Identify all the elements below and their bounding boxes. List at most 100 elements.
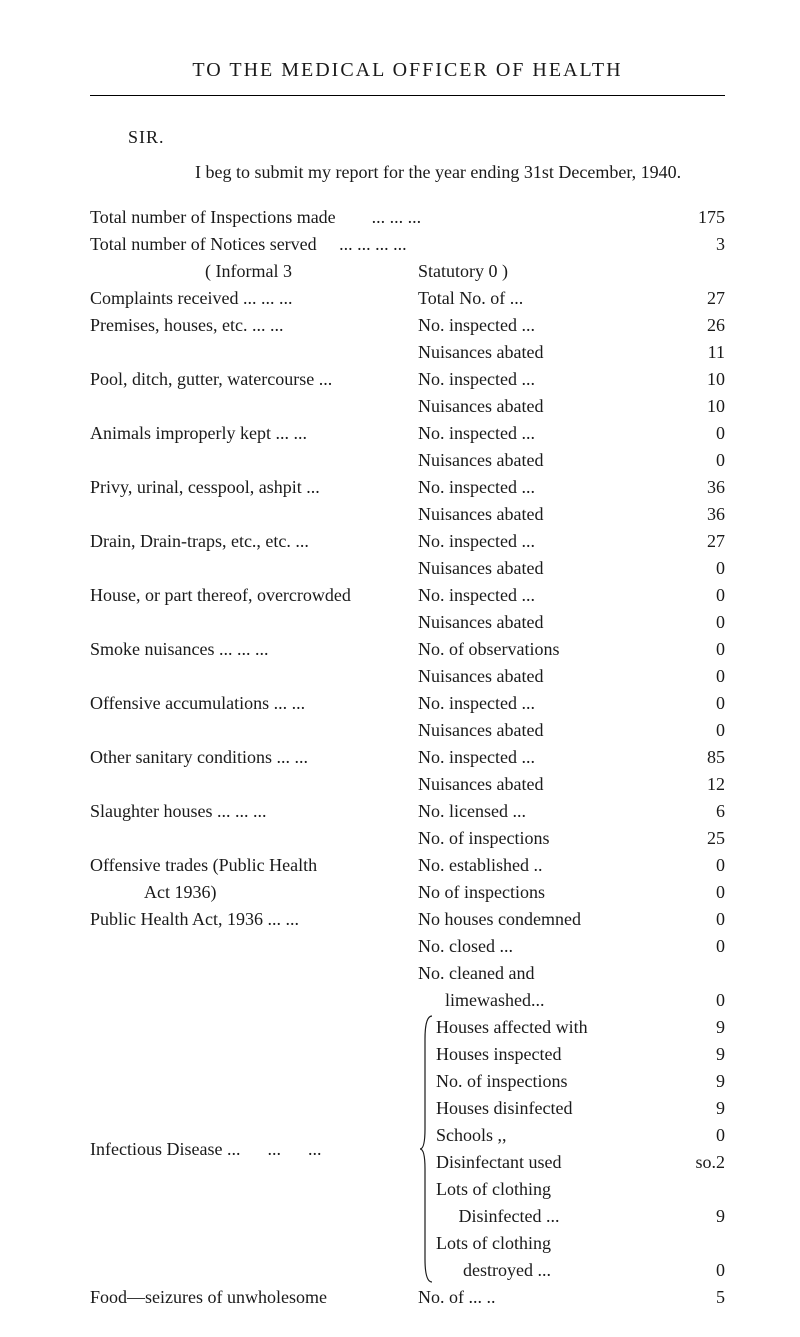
food-value: 5 bbox=[675, 1284, 725, 1311]
table-row: Privy, urinal, cesspool, ashpit ...No. i… bbox=[90, 474, 725, 501]
row-value: 0 bbox=[675, 852, 725, 879]
table-row: Act 1936)No of inspections0 bbox=[90, 879, 725, 906]
table-row: Animals improperly kept ... ...No. inspe… bbox=[90, 420, 725, 447]
dots: ... ... ... ... bbox=[339, 234, 407, 254]
row-value: 27 bbox=[675, 528, 725, 555]
infectious-item-label: Houses affected with bbox=[436, 1014, 675, 1041]
table-row: Nuisances abated10 bbox=[90, 393, 725, 420]
table-row: Drain, Drain-traps, etc., etc. ...No. in… bbox=[90, 528, 725, 555]
row-value: 0 bbox=[675, 447, 725, 474]
total-notices-value: 3 bbox=[665, 231, 725, 258]
row-mid: Nuisances abated bbox=[418, 447, 675, 474]
row-value: 10 bbox=[675, 366, 725, 393]
table-row: Slaughter houses ... ... ...No. licensed… bbox=[90, 798, 725, 825]
row-mid: Nuisances abated bbox=[418, 555, 675, 582]
row-mid: Nuisances abated bbox=[418, 771, 675, 798]
row-left: House, or part thereof, overcrowded bbox=[90, 582, 418, 609]
row-value: 36 bbox=[675, 501, 725, 528]
infectious-item-label: Lots of clothing bbox=[436, 1230, 675, 1257]
row-mid: No. inspected ... bbox=[418, 312, 675, 339]
row-left: Drain, Drain-traps, etc., etc. ... bbox=[90, 528, 418, 555]
total-notices-label: Total number of Notices served bbox=[90, 234, 317, 254]
row-mid: No. inspected ... bbox=[418, 582, 675, 609]
total-inspections-value: 175 bbox=[665, 204, 725, 231]
row-value: 10 bbox=[675, 393, 725, 420]
row-left: Public Health Act, 1936 ... ... bbox=[90, 906, 418, 933]
row-mid: No. inspected ... bbox=[418, 690, 675, 717]
table-row: Pool, ditch, gutter, watercourse ...No. … bbox=[90, 366, 725, 393]
row-value: 25 bbox=[675, 825, 725, 852]
row-value: 0 bbox=[675, 933, 725, 960]
row-left: Pool, ditch, gutter, watercourse ... bbox=[90, 366, 418, 393]
table-row: Nuisances abated12 bbox=[90, 771, 725, 798]
infectious-item: destroyed ...0 bbox=[436, 1257, 725, 1284]
row-value: 0 bbox=[675, 690, 725, 717]
row-value: 11 bbox=[675, 339, 725, 366]
informal-label: ( Informal 3 bbox=[90, 258, 418, 285]
row-value: 85 bbox=[675, 744, 725, 771]
row-mid: No. inspected ... bbox=[418, 528, 675, 555]
infectious-item-label: Lots of clothing bbox=[436, 1176, 675, 1203]
row-value: 26 bbox=[675, 312, 725, 339]
row-mid: Nuisances abated bbox=[418, 501, 675, 528]
row-value: 0 bbox=[675, 609, 725, 636]
row-left: Smoke nuisances ... ... ... bbox=[90, 636, 418, 663]
total-inspections-label: Total number of Inspections made bbox=[90, 207, 336, 227]
infectious-item-value: 0 bbox=[675, 1122, 725, 1149]
sir-heading: SIR. bbox=[128, 124, 725, 151]
table-row: No. closed ...0 bbox=[90, 933, 725, 960]
row-mid: No. inspected ... bbox=[418, 744, 675, 771]
row-value: 0 bbox=[675, 636, 725, 663]
row-left: Premises, houses, etc. ... ... bbox=[90, 312, 418, 339]
dots bbox=[340, 207, 367, 227]
infectious-item-label: Disinfected ... bbox=[436, 1203, 675, 1230]
row-value: 0 bbox=[675, 987, 725, 1014]
row-mid: No. established .. bbox=[418, 852, 675, 879]
infectious-item: Disinfectant usedso.2 bbox=[436, 1149, 725, 1176]
row-value: 0 bbox=[675, 717, 725, 744]
intro-paragraph: I beg to submit my report for the year e… bbox=[90, 159, 725, 186]
table-row: Premises, houses, etc. ... ...No. inspec… bbox=[90, 312, 725, 339]
informal-row: ( Informal 3 Statutory 0 ) bbox=[90, 258, 725, 285]
infectious-item: Lots of clothing bbox=[436, 1176, 725, 1203]
row-mid: Total No. of ... bbox=[418, 285, 675, 312]
table-row: No. of inspections25 bbox=[90, 825, 725, 852]
food-mid: No. of ... .. bbox=[418, 1284, 675, 1311]
row-mid: No. licensed ... bbox=[418, 798, 675, 825]
table-row: Nuisances abated0 bbox=[90, 447, 725, 474]
row-mid: Nuisances abated bbox=[418, 339, 675, 366]
infectious-item-value: 9 bbox=[675, 1014, 725, 1041]
row-mid: Nuisances abated bbox=[418, 609, 675, 636]
infectious-item-value: 9 bbox=[675, 1068, 725, 1095]
row-mid: No. cleaned and bbox=[418, 960, 675, 987]
row-left: Complaints received ... ... ... bbox=[90, 285, 418, 312]
table-row: Offensive trades (Public HealthNo. estab… bbox=[90, 852, 725, 879]
row-left: Offensive accumulations ... ... bbox=[90, 690, 418, 717]
row-mid: No. inspected ... bbox=[418, 420, 675, 447]
infectious-item-value: 9 bbox=[675, 1095, 725, 1122]
page-title: TO THE MEDICAL OFFICER OF HEALTH bbox=[90, 55, 725, 85]
table-row: limewashed...0 bbox=[90, 987, 725, 1014]
infectious-item: Schools ,,0 bbox=[436, 1122, 725, 1149]
infectious-item-label: Houses inspected bbox=[436, 1041, 675, 1068]
row-left: Other sanitary conditions ... ... bbox=[90, 744, 418, 771]
infectious-item-value: 9 bbox=[675, 1041, 725, 1068]
row-mid: Nuisances abated bbox=[418, 663, 675, 690]
dots: ... ... ... bbox=[372, 207, 422, 227]
row-value: 0 bbox=[675, 582, 725, 609]
table-row: Nuisances abated11 bbox=[90, 339, 725, 366]
table-row: Nuisances abated0 bbox=[90, 663, 725, 690]
infectious-item-value: so.2 bbox=[675, 1149, 725, 1176]
table-row: Nuisances abated0 bbox=[90, 717, 725, 744]
table-row: Smoke nuisances ... ... ...No. of observ… bbox=[90, 636, 725, 663]
row-value: 27 bbox=[675, 285, 725, 312]
table-row: Nuisances abated0 bbox=[90, 609, 725, 636]
row-left: Animals improperly kept ... ... bbox=[90, 420, 418, 447]
total-notices-row: Total number of Notices served ... ... .… bbox=[90, 231, 725, 258]
row-left: Slaughter houses ... ... ... bbox=[90, 798, 418, 825]
infectious-item-label: destroyed ... bbox=[436, 1257, 675, 1284]
infectious-label: Infectious Disease ... bbox=[90, 1136, 240, 1163]
food-label: Food—seizures of unwholesome bbox=[90, 1284, 418, 1311]
infectious-item-value bbox=[675, 1176, 725, 1203]
row-mid: No of inspections bbox=[418, 879, 675, 906]
